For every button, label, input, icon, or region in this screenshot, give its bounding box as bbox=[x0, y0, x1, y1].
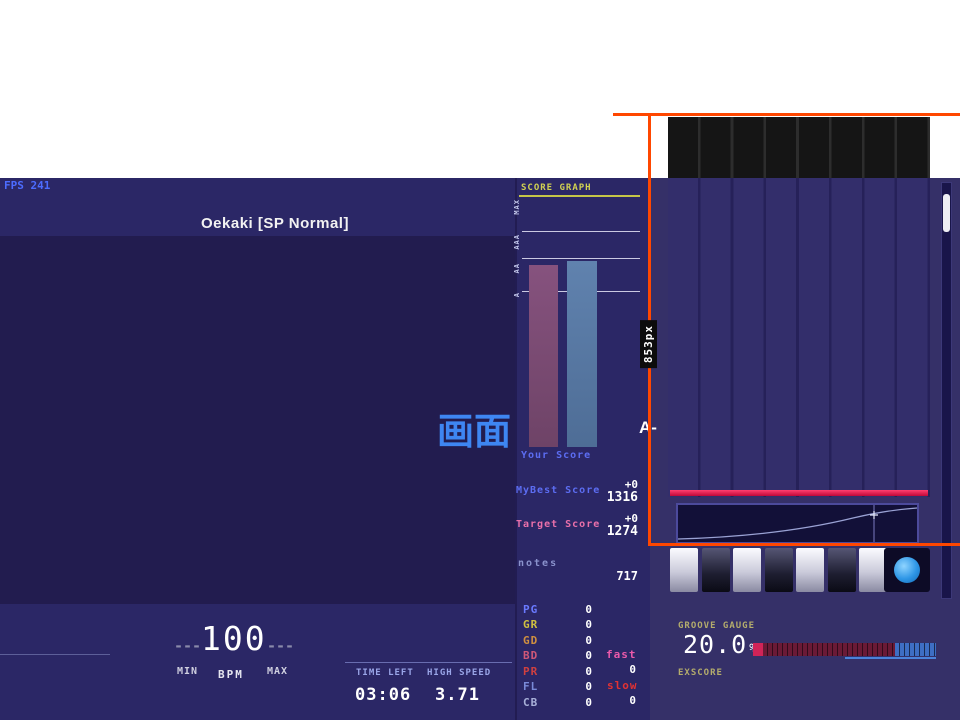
judge-value-bd: 0 bbox=[585, 649, 592, 662]
notes-value: 717 bbox=[616, 569, 638, 583]
note-lanes bbox=[668, 178, 930, 497]
key-3[interactable] bbox=[733, 548, 761, 592]
target-score-label: Target Score bbox=[516, 519, 601, 530]
judge-value-cb: 0 bbox=[585, 696, 592, 709]
judge-label-pg: PG bbox=[523, 603, 539, 616]
target-score-value: 1274 bbox=[606, 524, 638, 539]
fps-counter: FPS 241 bbox=[4, 179, 51, 192]
measure-line-bottom bbox=[648, 543, 960, 546]
measure-size-label: 853px bbox=[640, 320, 657, 369]
mybest-score-label: MyBest Score bbox=[516, 485, 601, 496]
key-6[interactable] bbox=[828, 548, 856, 592]
screen-overlay-text: 画面 bbox=[437, 411, 511, 452]
judgment-line bbox=[670, 490, 928, 496]
scroll-thumb[interactable] bbox=[943, 194, 950, 232]
bpm-max-dashes: --- bbox=[267, 637, 295, 655]
grade-line bbox=[522, 231, 640, 232]
judge-value-gd: 0 bbox=[585, 634, 592, 647]
fast-label: fast bbox=[606, 648, 637, 661]
grade-label-aa: AA bbox=[513, 263, 521, 274]
key-4[interactable] bbox=[765, 548, 793, 592]
fast-value: 0 bbox=[629, 663, 636, 676]
high-speed-label: HIGH SPEED bbox=[427, 668, 492, 678]
gauge-underline bbox=[845, 657, 936, 659]
judge-label-pr: PR bbox=[523, 665, 539, 678]
groove-gauge-number: 20.0 bbox=[683, 630, 748, 659]
judge-value-fl: 0 bbox=[585, 680, 592, 693]
song-title: Oekaki [SP Normal] bbox=[201, 215, 349, 232]
panel-edge-decoration bbox=[0, 654, 110, 662]
gauge-history-curve bbox=[678, 505, 917, 542]
judge-label-gd: GD bbox=[523, 634, 539, 647]
key-7[interactable] bbox=[859, 548, 887, 592]
groove-gauge-bar bbox=[753, 643, 936, 656]
exscore-label: EXSCORE bbox=[678, 668, 723, 678]
score-graph-title: SCORE GRAPH bbox=[521, 183, 592, 193]
grade-label-max: MAX bbox=[513, 199, 521, 215]
judge-value-gr: 0 bbox=[585, 618, 592, 631]
time-left-label: TIME LEFT bbox=[356, 668, 414, 678]
judge-label-gr: GR bbox=[523, 618, 539, 631]
groove-gauge-label: GROOVE GAUGE bbox=[678, 621, 756, 631]
play-area bbox=[0, 236, 515, 604]
bpm-label: BPM bbox=[218, 668, 244, 681]
bpm-max-label: MAX bbox=[267, 666, 289, 677]
gauge-history-graph bbox=[676, 503, 919, 544]
turntable-disc[interactable] bbox=[894, 557, 920, 583]
key-2[interactable] bbox=[702, 548, 730, 592]
bpm-value: 100 bbox=[201, 619, 267, 658]
judge-label-cb: CB bbox=[523, 696, 539, 709]
bpm-min-dashes: --- bbox=[174, 637, 202, 655]
judge-value-pg: 0 bbox=[585, 603, 592, 616]
slow-label: slow bbox=[607, 679, 638, 692]
your-score-label: Your Score bbox=[521, 450, 592, 461]
target-score-delta: +0 bbox=[624, 512, 638, 525]
bpm-min-label: MIN bbox=[177, 666, 199, 677]
key-5[interactable] bbox=[796, 548, 824, 592]
mybest-score-value: 1316 bbox=[606, 490, 638, 505]
measure-line-top bbox=[613, 113, 960, 116]
mybest-score-delta: +0 bbox=[624, 478, 638, 491]
score-bar-mybest bbox=[529, 265, 558, 447]
judge-label-bd: BD bbox=[523, 649, 539, 662]
scroll-track bbox=[941, 182, 952, 599]
gauge-normal-zone bbox=[753, 643, 895, 656]
grade-label-aaa: AAA bbox=[513, 234, 521, 250]
key-1[interactable] bbox=[670, 548, 698, 592]
judge-value-pr: 0 bbox=[585, 665, 592, 678]
notes-label: notes bbox=[518, 558, 559, 569]
judge-label-fl: FL bbox=[523, 680, 539, 693]
score-graph-title-underline bbox=[519, 195, 640, 197]
gauge-lit-segments bbox=[753, 643, 763, 656]
upper-lane-strip bbox=[668, 117, 930, 178]
slow-value: 0 bbox=[629, 694, 636, 707]
grade-badge: A- bbox=[639, 418, 657, 438]
groove-gauge-value: 20.0 % bbox=[683, 630, 757, 659]
gauge-clear-zone bbox=[895, 643, 936, 656]
timer-separator bbox=[345, 662, 512, 663]
grade-line bbox=[522, 258, 640, 259]
time-left-value: 03:06 bbox=[355, 685, 412, 705]
grade-label-a: A bbox=[513, 292, 521, 298]
high-speed-value: 3.71 bbox=[435, 685, 480, 705]
score-bar-target bbox=[567, 261, 597, 447]
